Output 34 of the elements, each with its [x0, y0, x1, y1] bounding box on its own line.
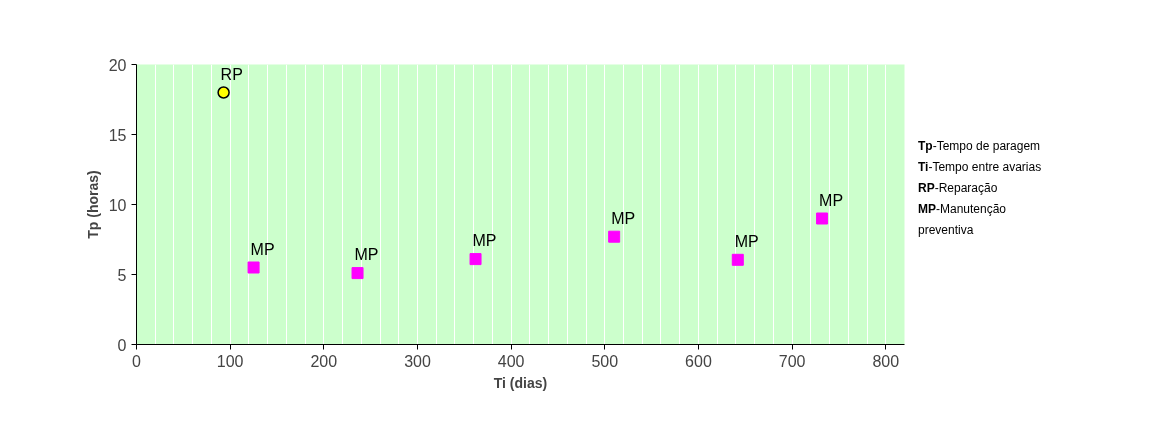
x-tick-label: 400: [497, 352, 525, 370]
annotation: MP: [819, 191, 844, 209]
x-tick-label: 700: [778, 352, 806, 370]
annotation: MP: [734, 232, 759, 250]
text: MP-Manutenção preventiva: [918, 201, 1008, 239]
y-tick-label: 10: [108, 196, 127, 214]
x-tick-label: 600: [685, 352, 712, 370]
point: [816, 212, 829, 225]
x-tick-label: 300: [404, 352, 431, 370]
y-tick-label: 15: [108, 126, 127, 144]
annotation: MP: [354, 246, 379, 264]
annotation: RP: [220, 65, 243, 83]
x-tick-label: 0: [132, 352, 142, 370]
point: [247, 261, 260, 274]
y-tick-label: 0: [117, 336, 127, 354]
x-axis-title: Ti (dias): [493, 374, 548, 391]
point: [731, 253, 744, 266]
text: Ti-Tempo entre avarias: [918, 159, 1043, 176]
x-tick-label: 100: [216, 352, 244, 370]
annotation: MP: [611, 209, 636, 227]
point: [469, 253, 482, 266]
text: RP-Reparação: [918, 180, 999, 197]
annotation: MP: [250, 240, 275, 258]
x-tick-label: 500: [591, 352, 619, 370]
text: Tp-Tempo de paragem: [918, 138, 1042, 155]
x-tick-label: 200: [310, 352, 338, 370]
y-axis-title: Tp (horas): [84, 170, 101, 239]
point: [217, 86, 230, 99]
annotation: MP: [472, 232, 497, 250]
point: [608, 230, 621, 243]
point: [351, 267, 364, 280]
x-tick-label: 800: [872, 352, 900, 370]
y-tick-label: 5: [117, 266, 127, 284]
y-tick-label: 20: [108, 56, 127, 74]
